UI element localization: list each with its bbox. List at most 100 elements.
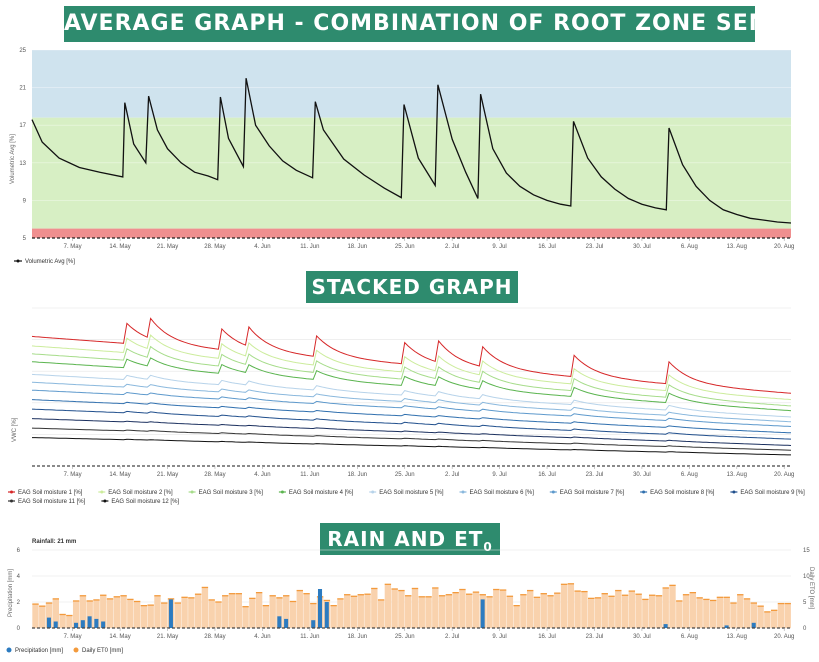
- eto-bar: [601, 593, 608, 628]
- eto-bar: [499, 590, 507, 628]
- eto-bar: [452, 592, 459, 628]
- stacked-series-line: [31, 399, 792, 434]
- rain-total-label: Rainfall: 21 mm: [32, 539, 76, 545]
- precip-bar: [94, 618, 99, 628]
- eto-bar: [262, 605, 270, 628]
- eto-legend-label: Daily ET0 [mm]: [82, 648, 123, 654]
- stacked-series-line: [31, 389, 792, 427]
- eto-bar: [621, 595, 629, 628]
- eto-bar: [703, 599, 710, 628]
- stacked-legend-marker: [551, 490, 555, 494]
- stacked-legend-label: EAG Soil moisture 5 [%]: [379, 490, 444, 496]
- precip-bar: [53, 621, 58, 628]
- eto-bar: [66, 615, 73, 628]
- eto-bar: [72, 600, 80, 628]
- eto-bar: [737, 594, 744, 628]
- eto-bar: [147, 605, 154, 628]
- avg-zone-band: [32, 228, 791, 238]
- eto-bar: [201, 587, 209, 628]
- avg-xtick-label: 9. Jul: [492, 244, 506, 250]
- rain-xtick-label: 20. Aug: [774, 634, 794, 640]
- eto-bar: [140, 605, 148, 628]
- eto-bar: [513, 605, 520, 628]
- eto-bar: [398, 590, 405, 628]
- eto-bar: [384, 584, 392, 628]
- eto-bar: [628, 591, 636, 628]
- rain-y2tick-label: 15: [803, 548, 810, 554]
- eto-bar: [527, 590, 534, 628]
- eto-bar: [608, 596, 615, 628]
- eto-bar: [533, 597, 541, 628]
- eto-bar: [39, 606, 46, 628]
- eto-bar: [432, 587, 439, 628]
- eto-bar: [662, 587, 669, 628]
- eto-bar: [269, 595, 276, 628]
- stacked-y-axis-label: VWC [%]: [12, 417, 18, 442]
- eto-bar: [730, 603, 737, 628]
- eto-bar: [635, 594, 642, 628]
- stacked-legend-marker: [10, 490, 13, 494]
- eto-bar: [615, 590, 622, 628]
- precip-bar: [751, 622, 756, 628]
- precip-bar: [480, 599, 485, 628]
- eto-bar: [310, 603, 317, 628]
- eto-bar: [235, 593, 242, 628]
- eto-bar: [32, 604, 39, 628]
- stacked-legend-marker: [280, 490, 284, 494]
- eto-bar: [174, 603, 181, 628]
- eto-bar: [757, 606, 764, 628]
- rain-xtick-label: 9. Jul: [492, 634, 506, 640]
- stacked-legend-label: EAG Soil moisture 9 [%]: [740, 490, 805, 496]
- eto-bar: [194, 594, 202, 628]
- stacked-series-line: [31, 334, 792, 401]
- rain-ytick-label: 6: [17, 548, 21, 554]
- eto-bar: [249, 598, 256, 628]
- rain-xtick-label: 16. Jul: [538, 634, 556, 640]
- eto-bar: [154, 595, 161, 628]
- eto-bar: [764, 611, 771, 628]
- stacked-legend-marker: [103, 499, 107, 503]
- avg-xtick-label: 14. May: [109, 244, 130, 250]
- precip-bar: [324, 602, 329, 628]
- eto-bar: [784, 603, 791, 628]
- eto-bar: [594, 597, 602, 628]
- eto-bar: [472, 592, 480, 628]
- stacked-xtick-label: 11. Jun: [300, 472, 319, 478]
- eto-bar: [554, 593, 561, 628]
- eto-bar: [466, 594, 473, 628]
- stacked-xtick-label: 13. Aug: [727, 472, 747, 478]
- eto-bar: [560, 584, 568, 628]
- eto-bar: [459, 589, 466, 628]
- stacked-xtick-label: 18. Jun: [347, 472, 367, 478]
- rain-xtick-label: 25. Jun: [395, 634, 415, 640]
- eto-bar: [93, 599, 100, 628]
- eto-bar: [581, 591, 588, 628]
- precip-bar: [317, 589, 323, 628]
- eto-bar: [222, 595, 229, 628]
- precip-bar: [168, 599, 173, 628]
- stacked-legend-marker: [642, 490, 646, 494]
- precip-bar: [311, 620, 316, 628]
- eto-bar: [350, 596, 358, 628]
- eto-bar: [689, 592, 697, 628]
- eto-bar: [296, 590, 303, 628]
- eto-bar: [181, 597, 188, 628]
- eto-bar: [283, 595, 290, 628]
- eto-legend-marker: [73, 647, 79, 653]
- stacked-legend-marker: [190, 490, 194, 494]
- avg-xtick-label: 18. Jun: [347, 244, 367, 250]
- eto-bar: [79, 595, 87, 628]
- avg-xtick-label: 23. Jul: [586, 244, 604, 250]
- average-graph-banner: AVERAGE GRAPH - COMBINATION OF ROOT ZONE…: [64, 6, 819, 42]
- rain-et-subscript: 0: [483, 540, 493, 554]
- eto-bar: [405, 595, 412, 628]
- eto-bar: [418, 596, 425, 628]
- stacked-series-line: [31, 408, 792, 440]
- eto-bar: [276, 597, 283, 628]
- avg-y-axis-label: Volumetric Avg [%]: [10, 134, 16, 184]
- eto-bar: [330, 605, 337, 628]
- eto-bar: [574, 591, 581, 628]
- rain-et-banner: RAIN AND ET0: [320, 523, 500, 555]
- rain-y-axis-label: Precipitation [mm]: [8, 569, 14, 617]
- eto-bar: [438, 595, 446, 628]
